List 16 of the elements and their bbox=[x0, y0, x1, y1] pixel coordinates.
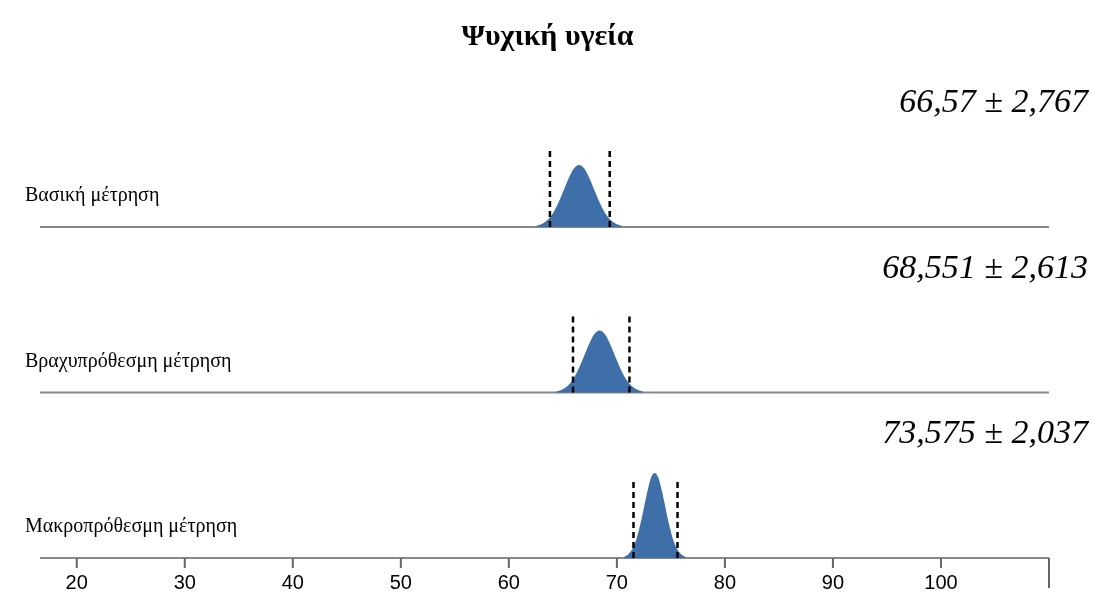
x-tick-label: 70 bbox=[605, 571, 629, 593]
y-axis-title: Μακροπρόθεσμη μέτρηση bbox=[25, 514, 238, 537]
text: 73,575 ± 2,037 bbox=[882, 413, 1090, 450]
x-tick-label: 80 bbox=[713, 571, 737, 593]
y-axis-title: Βραχυπρόθεσμη μέτρηση bbox=[25, 348, 232, 372]
y-axis-title: Βασική μέτρηση bbox=[25, 183, 160, 206]
x-tick-label: 50 bbox=[389, 571, 412, 593]
x-tick-label: 40 bbox=[281, 571, 304, 593]
x-tick-label: 30 bbox=[173, 571, 196, 593]
text: 66,57 ± 2,767 bbox=[899, 82, 1090, 119]
x-tick-label: 100 bbox=[924, 571, 958, 593]
x-tick-label: 60 bbox=[497, 571, 520, 593]
chart-title: Ψυχική υγεία bbox=[461, 18, 634, 51]
x-tick-label: 90 bbox=[821, 571, 845, 593]
text: 68,551 ± 2,613 bbox=[882, 247, 1088, 285]
x-tick-label: 20 bbox=[65, 571, 88, 593]
